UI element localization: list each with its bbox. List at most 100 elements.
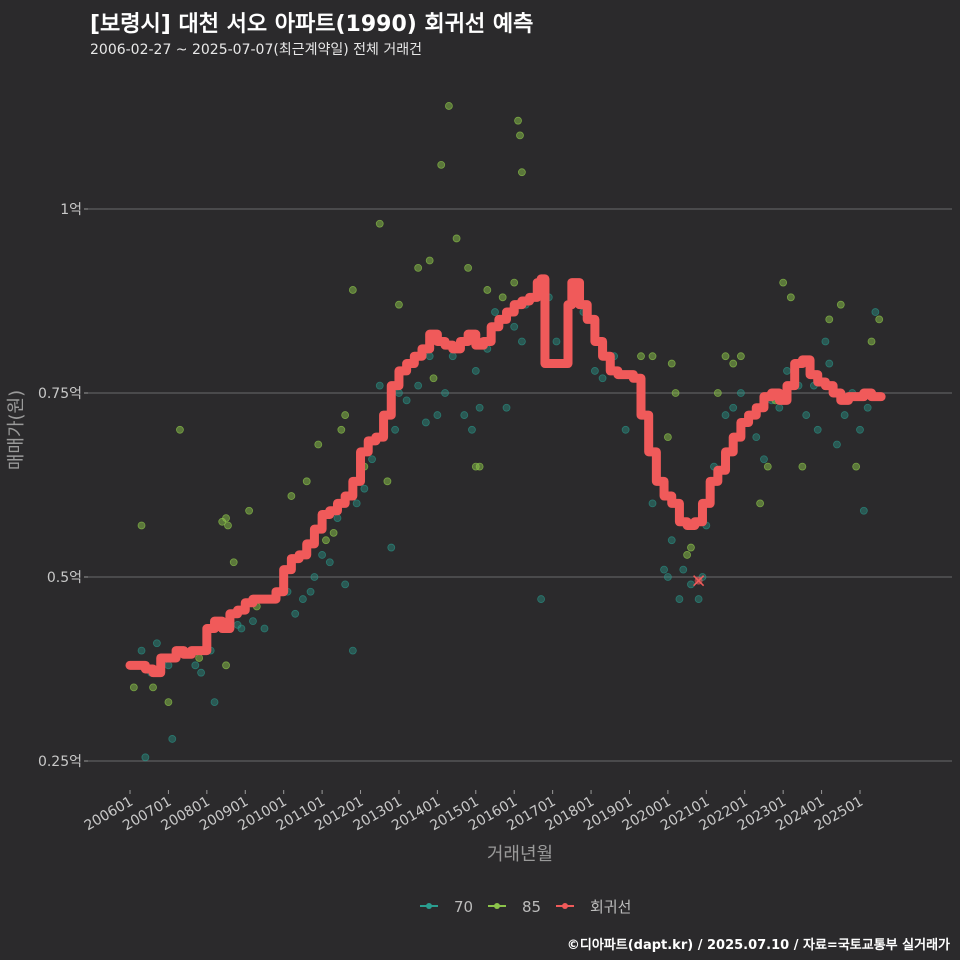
point-85: [164, 698, 173, 707]
point-85: [875, 315, 884, 324]
x-axis: 2006012007012008012009012010012011012012…: [82, 790, 866, 834]
point-70: [291, 609, 300, 618]
point-85: [348, 286, 357, 294]
point-85: [687, 543, 695, 552]
y-axis: 0.25억 0.5억 0.75억 1억: [38, 202, 88, 770]
point-70: [729, 403, 738, 412]
point-70: [168, 735, 177, 743]
point-85: [137, 521, 146, 530]
point-70: [341, 580, 350, 589]
chart-subtitle: 2006-02-27 ~ 2025-07-07(최근계약일) 전체 거래건: [90, 42, 422, 58]
point-85: [129, 683, 138, 692]
point-70: [721, 411, 730, 419]
point-85: [763, 462, 772, 471]
y-tick-label: 0.5억: [47, 570, 82, 586]
point-70: [590, 367, 599, 375]
point-70: [306, 587, 315, 596]
point-70: [137, 646, 146, 655]
point-70: [141, 753, 150, 762]
point-85: [514, 116, 522, 125]
point-85: [383, 477, 392, 486]
point-70: [783, 367, 791, 375]
x-axis-title: 거래년월: [487, 844, 553, 865]
point-85: [648, 352, 657, 361]
point-85: [510, 278, 519, 287]
point-70: [433, 411, 442, 419]
point-70: [387, 543, 396, 552]
point-70: [391, 425, 400, 434]
point-70: [856, 425, 864, 434]
point-70: [460, 411, 469, 419]
point-70: [260, 624, 269, 633]
point-70: [333, 514, 342, 523]
point-70: [475, 403, 484, 412]
chart-title: [보령시] 대천 서오 아파트(1990) 회귀선 예측: [90, 12, 534, 37]
point-85: [798, 462, 807, 471]
point-70: [510, 322, 519, 331]
point-85: [663, 433, 672, 442]
point-85: [713, 389, 722, 397]
regression-path: [125, 274, 886, 678]
point-70: [840, 411, 849, 419]
point-70: [736, 389, 745, 397]
legend-label: 회귀선: [590, 898, 631, 916]
point-85: [729, 359, 738, 368]
point-85: [836, 300, 845, 309]
point-70: [491, 308, 499, 316]
point-85: [867, 337, 876, 346]
point-85: [483, 286, 492, 294]
point-85: [341, 411, 350, 419]
point-70: [152, 639, 161, 648]
point-70: [414, 381, 423, 390]
point-70: [694, 595, 703, 603]
point-70: [164, 661, 173, 670]
series-70-points: [133, 293, 880, 762]
legend: 70 85 회귀선: [420, 898, 631, 916]
point-85: [375, 219, 384, 228]
point-70: [863, 403, 872, 412]
point-70: [395, 389, 403, 397]
point-85: [825, 315, 834, 324]
point-85: [721, 352, 730, 361]
point-70: [871, 308, 880, 316]
point-85: [287, 492, 296, 500]
regression-line: [125, 274, 886, 678]
point-70: [679, 565, 688, 574]
point-85: [314, 440, 323, 449]
caption: ©디아파트(dapt.kr) / 2025.07.10 / 자료=국토교통부 실…: [566, 938, 950, 953]
point-70: [598, 374, 607, 383]
point-70: [621, 425, 630, 434]
point-70: [402, 396, 411, 405]
point-70: [667, 536, 676, 545]
point-70: [675, 595, 684, 603]
point-85: [516, 131, 524, 140]
point-70: [760, 455, 768, 464]
point-85: [517, 168, 526, 177]
point-70: [552, 337, 561, 346]
y-axis-title: 매매가(원): [6, 390, 27, 470]
series-85-points: [129, 102, 884, 707]
point-85: [329, 528, 338, 537]
legend-label: 85: [522, 898, 541, 916]
point-85: [779, 278, 788, 287]
point-70: [660, 565, 668, 574]
point-70: [352, 499, 361, 508]
point-85: [222, 661, 230, 670]
point-70: [517, 337, 526, 346]
grid-lines: [88, 208, 952, 762]
point-70: [775, 403, 784, 412]
point-70: [537, 595, 546, 603]
point-85: [429, 374, 438, 383]
point-70: [237, 624, 246, 633]
point-85: [337, 425, 346, 434]
point-70: [752, 433, 761, 442]
legend-label: 70: [454, 898, 473, 916]
point-70: [318, 551, 327, 559]
y-tick-label: 0.75억: [38, 386, 82, 402]
point-85: [176, 425, 184, 434]
point-85: [637, 352, 645, 361]
point-70: [502, 403, 511, 412]
point-70: [448, 352, 457, 361]
point-70: [813, 425, 822, 434]
